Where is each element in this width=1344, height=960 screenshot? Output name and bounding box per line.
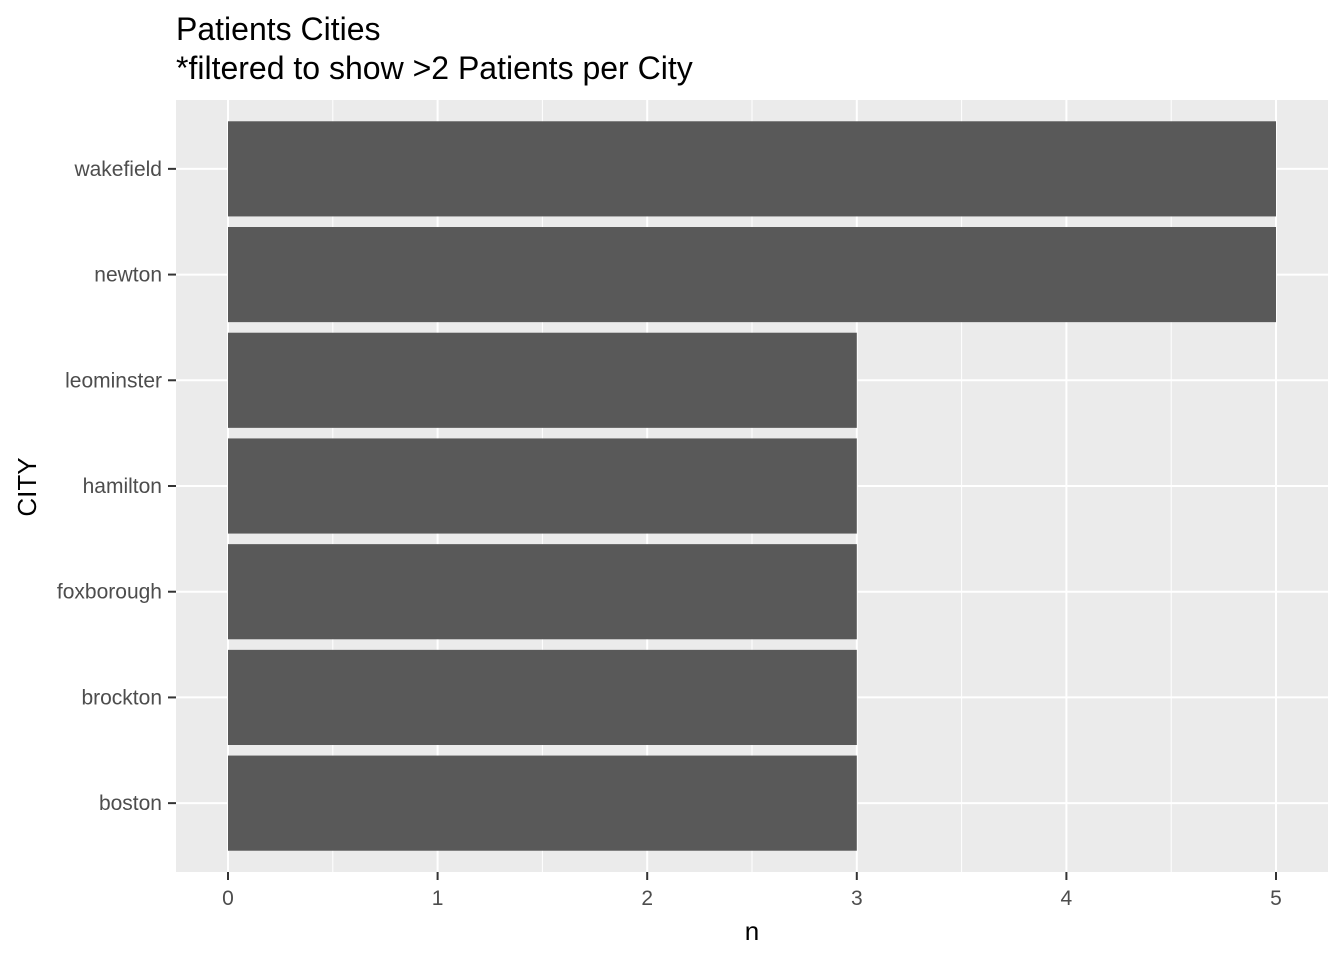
bar-newton — [228, 227, 1276, 323]
y-axis: wakefield newton leominster hamilton foxboro… — [57, 158, 176, 815]
x-tick-label: 1 — [432, 887, 444, 910]
bar-hamilton — [228, 438, 857, 534]
x-tick-label: 5 — [1270, 887, 1282, 910]
y-tick-label: boston — [99, 792, 162, 815]
bar-brockton — [228, 649, 857, 745]
bar-wakefield — [228, 121, 1276, 217]
x-tick-label: 0 — [222, 887, 234, 910]
bar-foxborough — [228, 544, 857, 640]
y-tick-label: foxborough — [57, 581, 162, 604]
y-tick-label: hamilton — [83, 475, 162, 498]
bar-boston — [228, 755, 857, 851]
bar-leominster — [228, 332, 857, 428]
y-tick-label: brockton — [81, 686, 162, 709]
chart-subtitle: *filtered to show >2 Patients per City — [176, 50, 693, 86]
y-tick-label: leominster — [65, 369, 162, 392]
y-axis-title: CITY — [12, 457, 42, 516]
x-axis-title: n — [745, 916, 759, 946]
chart-title: Patients Cities — [176, 11, 381, 47]
x-axis: 0 1 2 3 4 5 — [222, 872, 1282, 910]
x-tick-label: 4 — [1061, 887, 1073, 910]
x-tick-label: 3 — [851, 887, 863, 910]
bars — [228, 121, 1276, 851]
x-tick-label: 2 — [641, 887, 653, 910]
y-tick-label: newton — [94, 264, 162, 287]
y-tick-label: wakefield — [73, 158, 162, 181]
